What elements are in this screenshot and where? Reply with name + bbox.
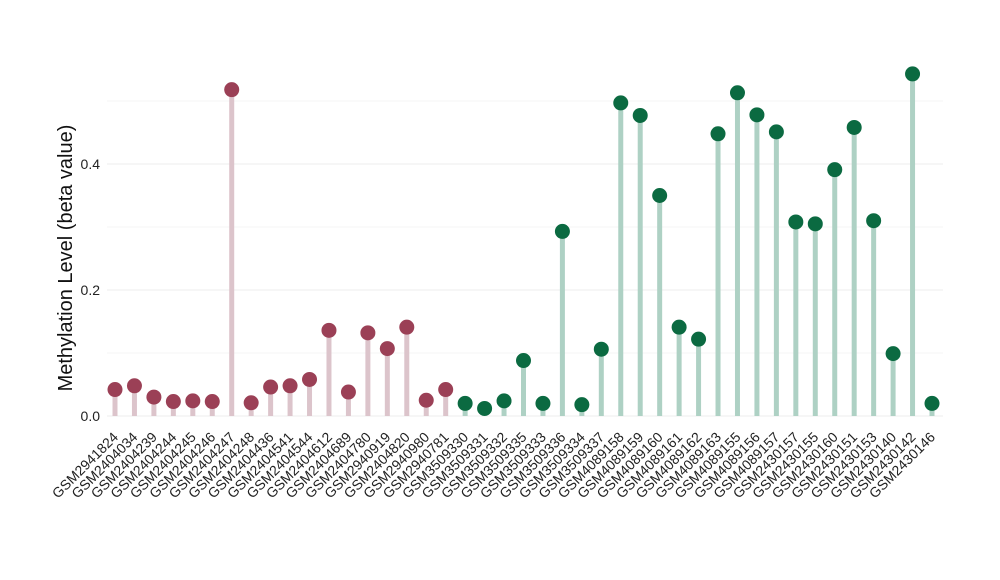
- y-axis-ticks: 0.0 0.2 0.4: [81, 156, 101, 424]
- lollipop-point: [263, 379, 279, 395]
- lollipop-point: [768, 124, 784, 140]
- lollipop-point: [418, 392, 434, 408]
- y-tick-label: 0.0: [81, 408, 101, 424]
- lollipop-point: [749, 107, 765, 123]
- lollipop-point: [146, 389, 162, 405]
- y-tick-label: 0.2: [81, 282, 101, 298]
- lollipop-point: [438, 382, 454, 398]
- lollipop-point: [574, 397, 590, 413]
- x-axis-ticks: GSM2941824GSM2404034GSM2404239GSM2404244…: [49, 429, 939, 502]
- lollipop-point: [477, 400, 493, 416]
- lollipop-point: [457, 395, 473, 411]
- lollipop-point: [710, 126, 726, 142]
- lollipop-point: [846, 119, 862, 135]
- lollipop-point: [107, 382, 123, 398]
- lollipop-point: [535, 395, 551, 411]
- lollipop-point: [321, 322, 337, 338]
- gridlines: [107, 100, 943, 417]
- y-axis-title: Methylation Level (beta value): [55, 125, 77, 392]
- lollipop-point: [729, 85, 745, 101]
- lollipop-point: [516, 353, 531, 369]
- lollipop-point: [613, 95, 629, 111]
- lollipop-point: [302, 371, 318, 387]
- lollipop-point: [224, 82, 240, 98]
- lollipop-point: [827, 162, 843, 178]
- lollipop-point: [691, 331, 707, 347]
- lollipop-point: [340, 384, 356, 400]
- lollipop-point: [243, 395, 259, 411]
- lollipop-point: [788, 214, 804, 230]
- lollipop-point: [807, 216, 823, 232]
- lollipop-point: [399, 319, 415, 335]
- lollipop-point: [905, 66, 921, 82]
- lollipop-point: [126, 378, 142, 394]
- lollipop-point: [593, 341, 609, 357]
- lollipop-point: [632, 107, 648, 123]
- lollipop-point: [165, 394, 181, 410]
- y-tick-label: 0.4: [81, 156, 101, 172]
- lollipop-point: [652, 188, 668, 203]
- lollipop-point: [379, 341, 395, 357]
- lollipop-point: [496, 393, 512, 409]
- lollipop-point: [360, 325, 376, 341]
- lollipop-points: [107, 66, 940, 416]
- lollipop-point: [554, 223, 570, 239]
- lollipop-point: [885, 346, 901, 362]
- lollipop-point: [866, 213, 882, 229]
- lollipop-point: [185, 393, 201, 409]
- lollipop-point: [282, 378, 298, 394]
- lollipop-point: [924, 395, 940, 411]
- lollipop-point: [671, 319, 687, 335]
- lollipop-point: [204, 394, 220, 410]
